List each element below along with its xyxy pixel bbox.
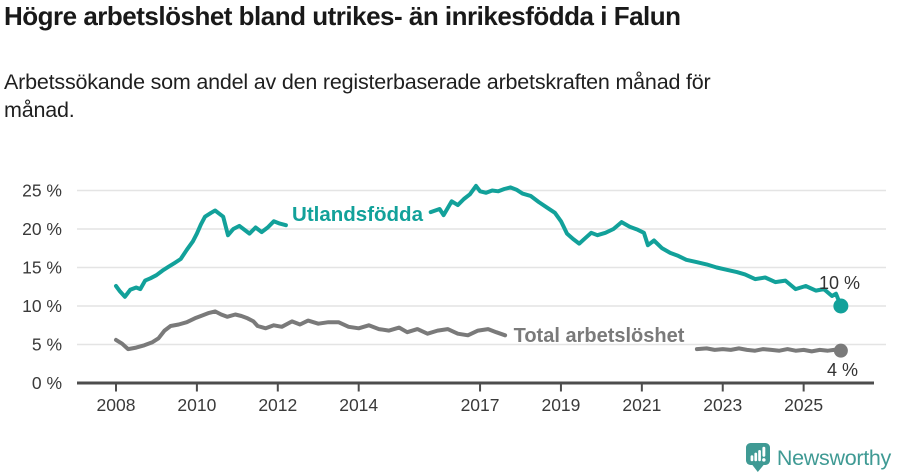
x-tick-label: 2023 [703, 395, 742, 415]
y-tick-label: 5 % [32, 335, 62, 355]
end-value-label-utlandsfodda: 10 % [819, 273, 860, 293]
y-tick-label: 15 % [22, 258, 62, 278]
y-tick-label: 25 % [22, 181, 62, 201]
y-tick-label: 10 % [22, 296, 62, 316]
x-tick-label: 2010 [177, 395, 216, 415]
series-label-total: Total arbetslöshet [514, 325, 685, 347]
chart-subtitle: Arbetssökande som andel av den registerb… [4, 70, 711, 122]
series-end-dot-total [833, 343, 848, 358]
series-line-utlandsfodda [114, 208, 288, 299]
newsworthy-logo-icon [745, 443, 770, 472]
x-tick-label: 2017 [461, 395, 500, 415]
x-tick-label: 2008 [97, 395, 136, 415]
series-label-utlandsfodda: Utlandsfödda [292, 203, 424, 226]
brand-name: Newsworthy [776, 445, 891, 470]
end-value-label-total: 4 % [827, 360, 858, 380]
x-tick-label: 2021 [622, 395, 661, 415]
series-line-total [694, 346, 843, 354]
series-line-utlandsfodda [428, 183, 843, 308]
x-tick-label: 2019 [541, 395, 580, 415]
x-tick-label: 2012 [258, 395, 297, 415]
x-tick-label: 2025 [784, 395, 823, 415]
page-title: Högre arbetslöshet bland utrikes- än inr… [4, 1, 681, 31]
y-tick-label: 20 % [22, 219, 62, 239]
chart-header: Högre arbetslöshet bland utrikes- än inr… [4, 1, 884, 122]
y-tick-label: 0 % [32, 373, 62, 393]
series-end-dot-utlandsfodda [833, 298, 849, 314]
series-line-total [114, 309, 508, 352]
x-tick-label: 2014 [339, 395, 378, 415]
newsworthy-brand-link[interactable]: Newsworthy [745, 443, 891, 473]
